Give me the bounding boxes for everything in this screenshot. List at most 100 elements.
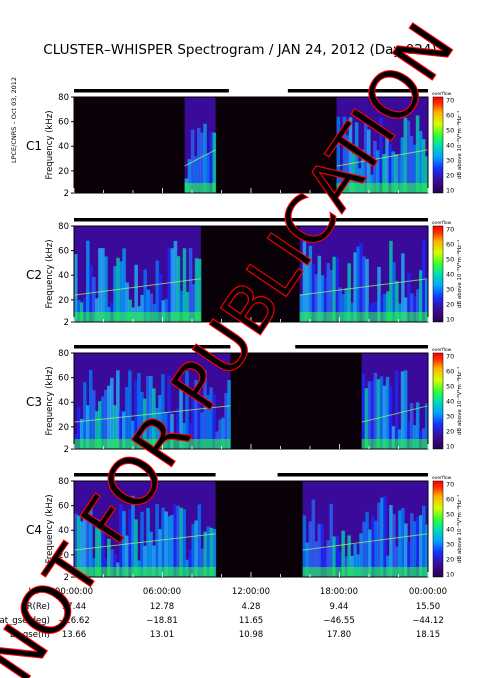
low-frequency-band [74, 312, 201, 322]
colorbar-header: overflow [432, 91, 452, 97]
spectral-strip [125, 386, 129, 449]
spectral-strip [403, 117, 408, 193]
spectral-strip [170, 248, 175, 322]
spectral-strip [407, 273, 411, 322]
colorbar-tick-label: 50 [446, 511, 454, 519]
spectral-strip [374, 301, 378, 322]
spectral-strip [326, 263, 331, 322]
spectral-strip [394, 154, 399, 193]
spectral-strip [305, 265, 310, 322]
ephemeris-row-label: LT_gse(h) [10, 630, 50, 640]
spectral-strip [197, 258, 202, 322]
spectral-strip [95, 411, 99, 449]
spectral-strip [350, 555, 354, 577]
spectral-strip [128, 370, 132, 449]
ephemeris-value: 11.65 [239, 616, 263, 626]
ephemeris-value: 17.44 [62, 602, 86, 612]
spectral-strip [347, 263, 351, 322]
spectral-strip [367, 381, 372, 449]
spectral-strip [418, 131, 423, 193]
spectral-strip [368, 529, 372, 577]
coverage-bar [74, 89, 229, 93]
spectral-strip [89, 508, 93, 577]
spectral-strip [119, 410, 123, 449]
y-tick-label: 2 [64, 318, 69, 328]
spectral-strip [119, 261, 123, 322]
spectral-strip [302, 241, 307, 322]
spectral-strip [164, 511, 168, 577]
spectral-strip [80, 418, 84, 449]
spectral-strip [336, 116, 341, 193]
spectral-strip [363, 115, 368, 193]
colorbar-tick-label: 30 [446, 286, 454, 294]
spectral-strip [389, 505, 393, 577]
colorbar-tick-label: 50 [446, 127, 454, 135]
spectral-strip [320, 275, 325, 322]
ephemeris-value: 13.01 [150, 630, 174, 640]
spectral-strip [410, 513, 414, 577]
spectral-strip [200, 132, 204, 193]
spectral-strip [86, 405, 90, 449]
ephemeris-value: 10.98 [239, 630, 263, 640]
spectral-strip [416, 516, 420, 577]
data-interval [73, 353, 231, 449]
emission-line [73, 405, 231, 423]
colorbar-tick-label: 40 [446, 142, 454, 150]
spacecraft-label: C4 [26, 523, 42, 537]
spectral-strip [107, 538, 111, 577]
coverage-bar [277, 473, 428, 477]
spectral-strip [392, 262, 396, 322]
spectral-strip [140, 294, 144, 322]
y-tick-label: 20 [58, 423, 69, 433]
spectral-strip [200, 548, 205, 577]
spectral-strip [149, 531, 153, 577]
colorbar-tick-label: 60 [446, 241, 454, 249]
ephemeris-value: 18.15 [416, 630, 440, 640]
spectral-strip [113, 405, 117, 449]
y-tick-label: 80 [58, 349, 69, 359]
ephemeris-value: 12:00:00 [232, 587, 270, 597]
spectral-strip [409, 135, 414, 193]
ephemeris-value: 17.80 [327, 630, 351, 640]
spectral-strip [203, 370, 207, 449]
colorbar-tick-label: 10 [446, 316, 454, 324]
spectral-strip [206, 526, 211, 577]
spectral-strip [404, 297, 408, 322]
spectral-strip [362, 256, 366, 322]
spectral-strip [83, 297, 87, 322]
spectral-strip [353, 252, 357, 322]
spectral-strip [146, 507, 150, 577]
colorbar-tick-label: 30 [446, 157, 454, 165]
spectral-strip [101, 396, 105, 449]
spectral-strip [164, 411, 168, 449]
spectral-strip [131, 420, 135, 449]
low-frequency-band [74, 567, 216, 577]
low-frequency-band [302, 567, 428, 577]
spectral-strip [110, 549, 114, 577]
spectral-strip [173, 240, 178, 322]
spectral-strip [416, 289, 420, 322]
spectral-strip [395, 546, 399, 577]
emission-line [302, 533, 429, 551]
spectral-strip [170, 514, 174, 577]
spectral-strip [140, 391, 144, 449]
spectral-strip [320, 524, 325, 577]
y-tick-label: 20 [58, 296, 69, 306]
spectral-strip [149, 293, 154, 322]
spectral-strip [370, 380, 375, 449]
spectral-strip [113, 554, 117, 577]
spectral-strip [377, 266, 381, 322]
data-interval [73, 226, 202, 322]
colorbar-label: dB above 10⁻⁸V²m⁻²Hz⁻¹ [456, 495, 463, 563]
spectral-strip [137, 373, 141, 449]
spectral-strip [98, 525, 102, 577]
y-tick-label: 60 [58, 374, 69, 384]
colorbar-tick-label: 70 [446, 481, 454, 489]
spectral-strip [212, 132, 217, 193]
spectral-strip [194, 380, 198, 449]
data-interval [299, 226, 429, 322]
spectral-strip [379, 117, 383, 193]
spectral-strip [356, 246, 360, 322]
